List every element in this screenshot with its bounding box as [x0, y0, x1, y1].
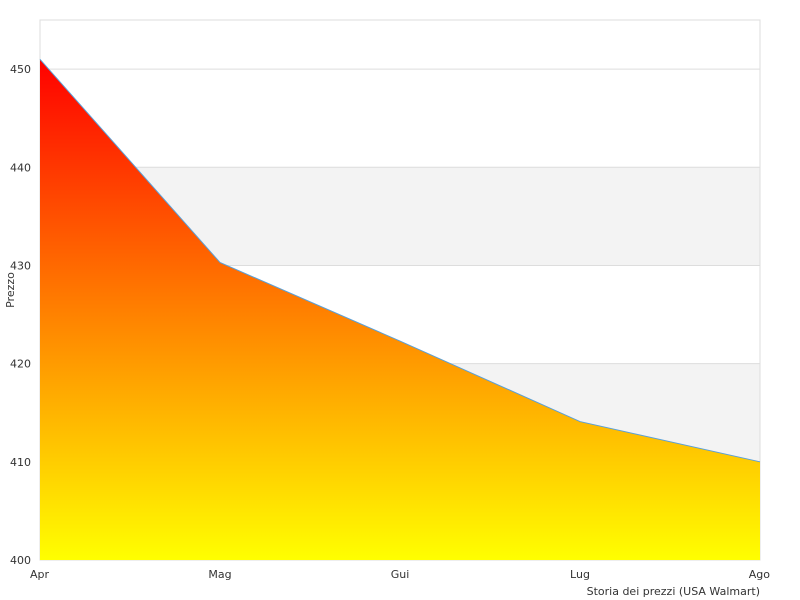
x-tick-label: Apr [30, 568, 50, 581]
x-tick-label: Mag [208, 568, 231, 581]
x-tick-label: Gui [391, 568, 410, 581]
y-tick-label: 440 [10, 161, 31, 174]
y-axis-ticks: 400 410 420 430 440 450 [10, 63, 31, 567]
y-axis-title: Prezzo [4, 272, 17, 308]
y-tick-label: 420 [10, 358, 31, 371]
y-tick-label: 400 [10, 554, 31, 567]
x-axis-ticks: Apr Mag Gui Lug Ago [30, 568, 770, 581]
price-area [40, 59, 760, 560]
y-tick-label: 430 [10, 259, 31, 272]
y-tick-label: 410 [10, 456, 31, 469]
x-tick-label: Lug [570, 568, 590, 581]
y-tick-label: 450 [10, 63, 31, 76]
x-axis-title: Storia dei prezzi (USA Walmart) [587, 585, 760, 598]
price-line [39, 58, 761, 463]
x-tick-label: Ago [749, 568, 771, 581]
